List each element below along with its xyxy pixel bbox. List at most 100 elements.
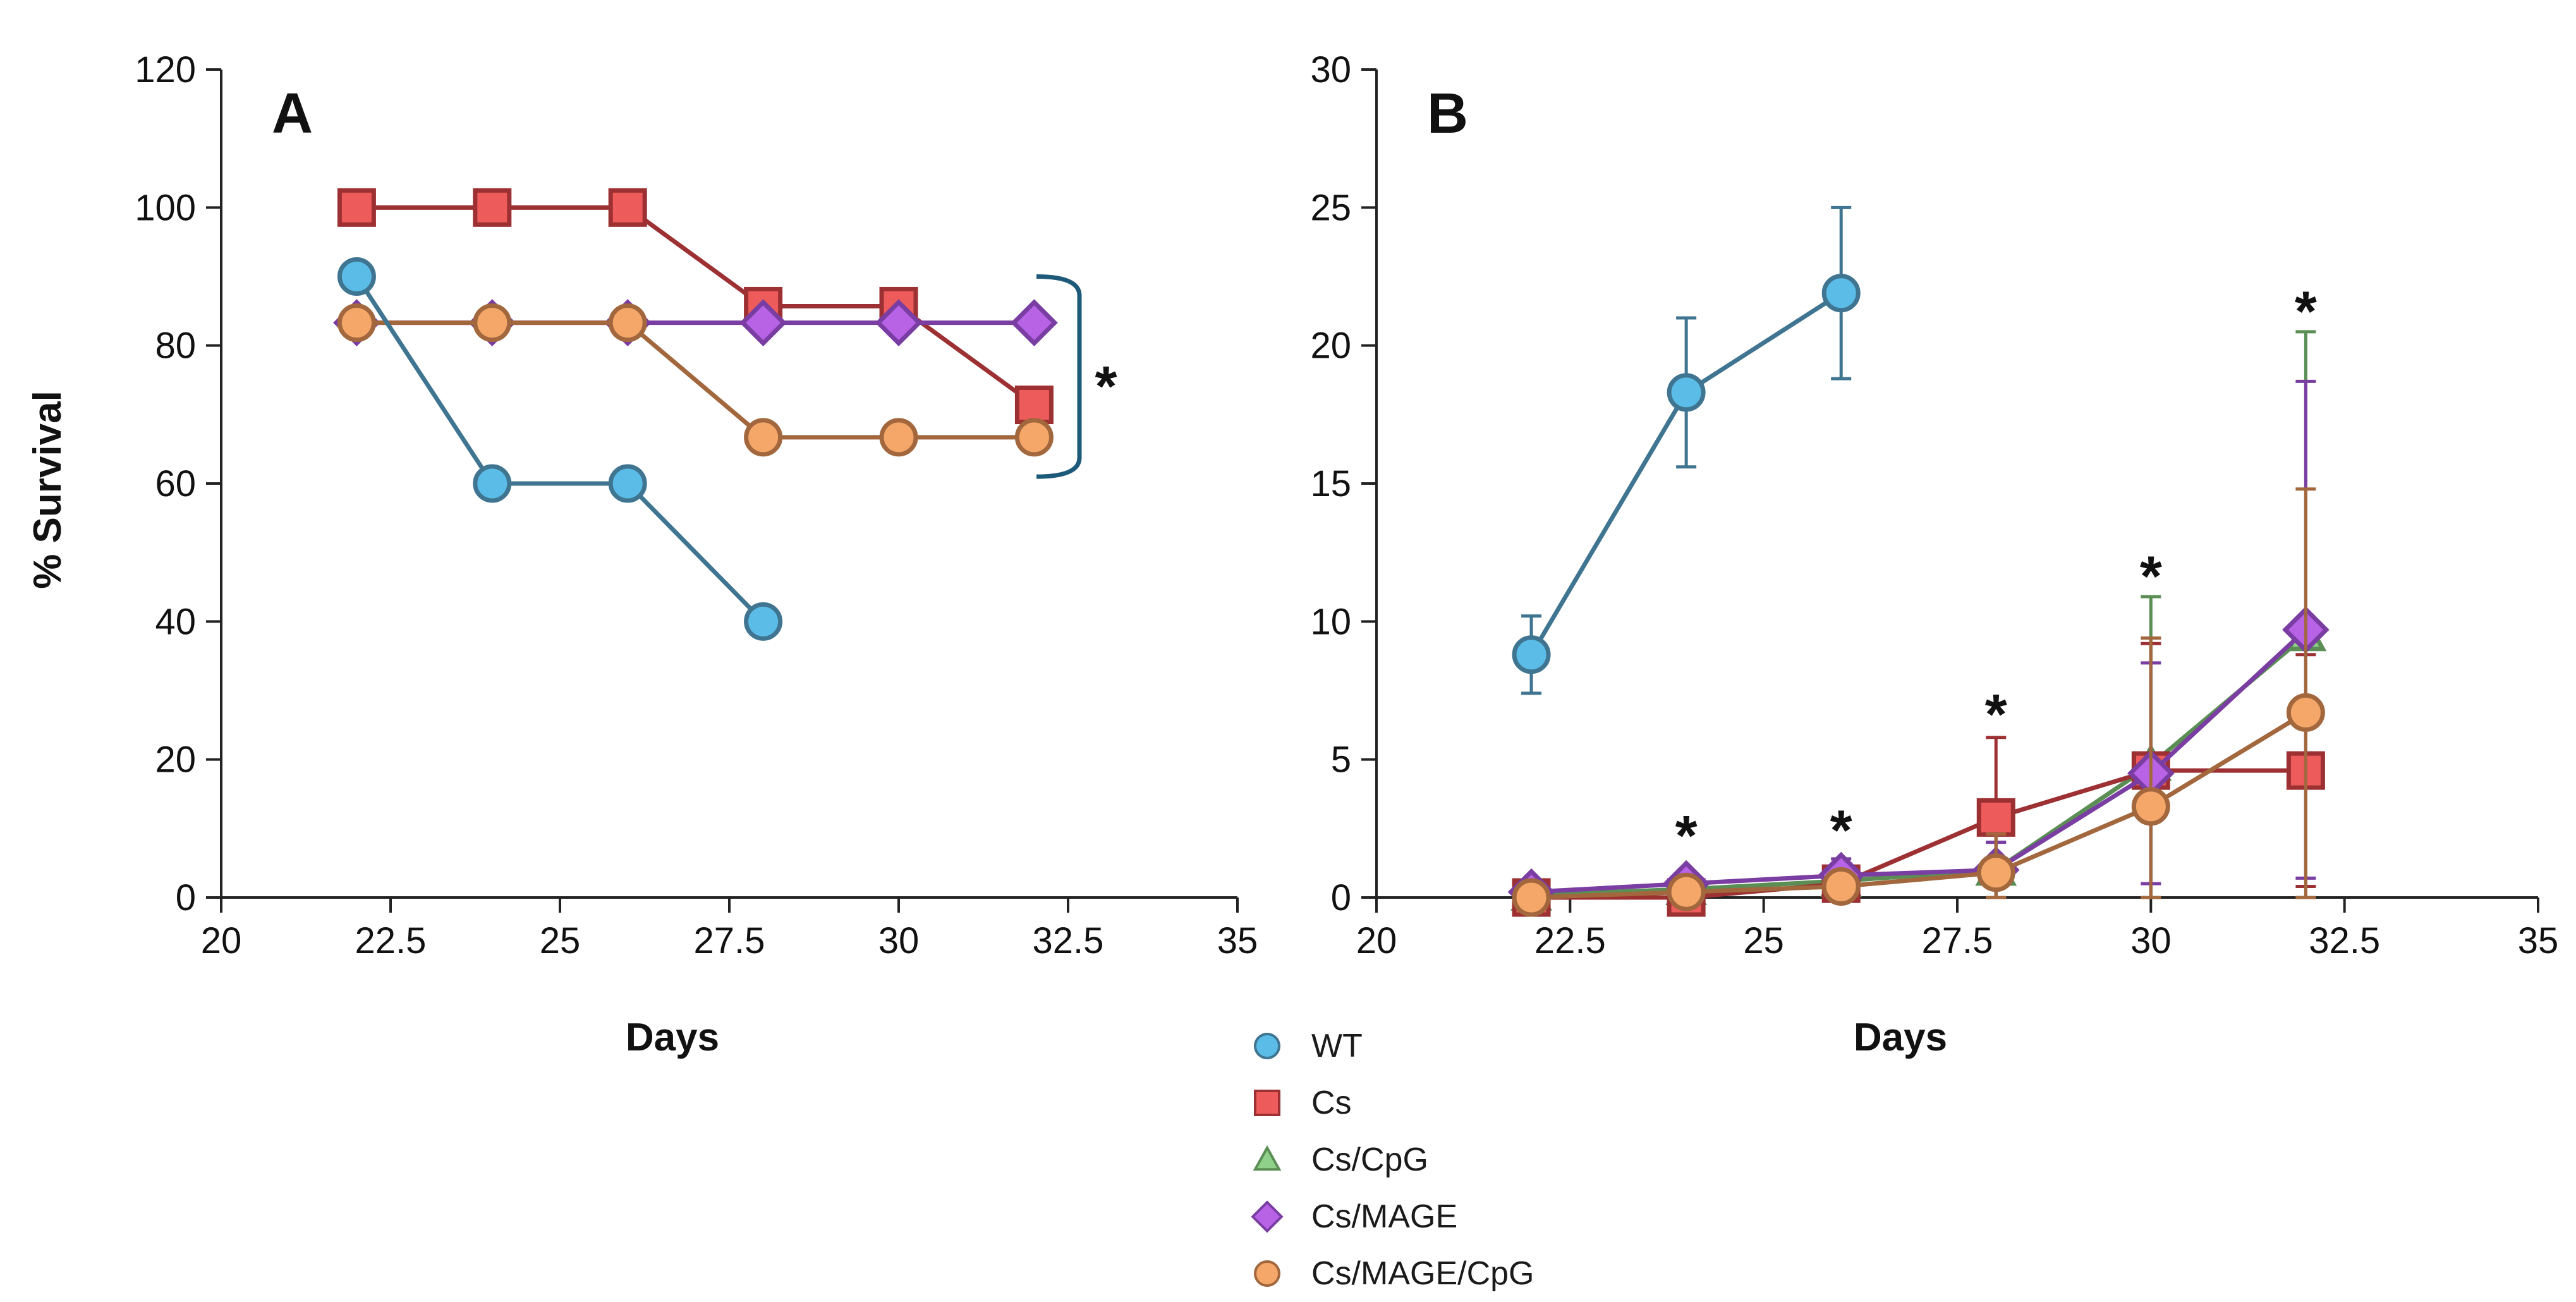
data-point (1976, 853, 2015, 892)
data-point (608, 188, 647, 227)
legend-item: Cs/MAGE/CpG (1248, 1245, 1534, 1302)
data-point (608, 464, 647, 503)
data-point (1976, 798, 2015, 837)
legend-label: Cs/CpG (1311, 1141, 1428, 1178)
legend-item: Cs/CpG (1248, 1131, 1534, 1188)
significance-bracket (1036, 274, 1082, 479)
data-point (473, 188, 512, 227)
series-line (1531, 710, 2307, 900)
legend-marker-shape (1254, 1090, 1280, 1116)
y-tick-label: 100 (135, 187, 196, 228)
series-cs (337, 188, 1054, 425)
chart-panel-a: 20 22.5 25 27.5 30 32.5 35020406080100120Days%… (26, 49, 1258, 1059)
series-cs-cpg (1510, 330, 2327, 911)
panel-letter: A (272, 82, 313, 145)
legend-marker-shape (1254, 1033, 1280, 1059)
legend-label: Cs (1311, 1085, 1352, 1121)
legend-marker-cs-cpg (1253, 1145, 1282, 1171)
y-tick-label: 25 (1310, 187, 1351, 228)
data-point (473, 464, 512, 503)
x-tick-label: 22.5 (1534, 920, 1606, 961)
series-line (1531, 628, 2307, 894)
data-point (1014, 386, 1054, 425)
significance-star: * (1830, 799, 1852, 862)
x-tick-label: 25 (1743, 920, 1784, 961)
significance-star: * (2140, 545, 2162, 609)
data-point (337, 303, 376, 343)
data-point (744, 418, 783, 457)
y-tick-label: 20 (1310, 326, 1351, 367)
legend-marker-shape (1254, 1260, 1280, 1287)
legend-marker-cs-mage-cpg (1254, 1260, 1280, 1287)
legend-item: Cs/MAGE (1248, 1188, 1534, 1245)
x-tick-label: 20 (1356, 920, 1397, 961)
y-axis-title: % Survival (26, 391, 70, 589)
series-line (1531, 633, 2307, 897)
data-point (744, 602, 783, 641)
y-tick-label: 120 (135, 49, 196, 90)
data-point (1667, 872, 1706, 911)
y-tick-label: 10 (1310, 601, 1351, 642)
x-tick-label: 27.5 (694, 920, 765, 961)
series-cs-mage-cpg (1512, 487, 2325, 917)
x-tick-label: 35 (2518, 920, 2559, 961)
series-line (356, 205, 1036, 407)
data-point (2286, 693, 2325, 732)
data-point (473, 303, 512, 343)
data-point (875, 299, 923, 346)
x-tick-label: 30 (878, 920, 920, 961)
x-tick-label: 20 (201, 920, 242, 961)
data-point (1014, 418, 1054, 457)
x-tick-label: 35 (1217, 920, 1258, 961)
legend: WT Cs Cs/CpG Cs/MAGE Cs/MAGE/CpG (1248, 1018, 1534, 1302)
data-point (1011, 299, 1058, 346)
y-tick-label: 40 (155, 601, 196, 642)
data-point (1512, 878, 1551, 917)
x-tick-label: 32.5 (2309, 920, 2380, 961)
data-point (1512, 635, 1551, 674)
legend-marker-shape (1251, 1200, 1284, 1233)
series-wt (1512, 205, 1861, 695)
series-line (355, 275, 765, 623)
x-tick-label: 25 (540, 920, 581, 961)
y-tick-label: 60 (155, 463, 196, 504)
legend-label: Cs/MAGE (1311, 1198, 1458, 1235)
data-point (2131, 787, 2170, 826)
legend-marker-wt (1254, 1033, 1280, 1059)
y-tick-label: 0 (1331, 877, 1351, 918)
data-point (879, 418, 918, 457)
legend-item: Cs (1248, 1074, 1534, 1131)
significance-star: * (1095, 355, 1117, 418)
legend-label: Cs/MAGE/CpG (1311, 1255, 1534, 1292)
data-point (337, 257, 376, 296)
significance-star: * (2295, 281, 2317, 344)
data-point (608, 303, 647, 343)
x-tick-label: 32.5 (1033, 920, 1104, 961)
series-cs-mage-cpg (337, 303, 1054, 457)
significance-star: * (1675, 805, 1698, 868)
series-line (356, 320, 1035, 440)
series-line (1531, 768, 2306, 900)
y-tick-label: 30 (1310, 49, 1351, 90)
data-point (1821, 867, 1861, 906)
legend-label: WT (1311, 1028, 1363, 1064)
x-axis-title: Days (1854, 1016, 1947, 1059)
chart-panel-b: 20 22.5 25 27.5 30 32.5 35 0 5 10 15 20 25 30 Days B * * *… (1310, 49, 2558, 1059)
series-cs-mage (1507, 379, 2330, 916)
y-tick-label: 15 (1310, 463, 1351, 504)
x-tick-label: 22.5 (355, 920, 427, 961)
panel-letter: B (1427, 82, 1468, 145)
legend-marker-shape (1253, 1145, 1282, 1171)
legend-marker-cs (1254, 1090, 1280, 1116)
x-tick-label: 27.5 (1922, 920, 1993, 961)
series-wt (337, 257, 783, 641)
data-point (337, 188, 376, 227)
data-point (1667, 373, 1706, 412)
y-tick-label: 5 (1331, 739, 1351, 781)
y-tick-label: 20 (155, 739, 196, 781)
data-point (739, 299, 787, 346)
legend-item: WT (1248, 1018, 1534, 1074)
legend-marker-cs-mage (1251, 1200, 1284, 1233)
x-axis-title: Days (626, 1016, 719, 1059)
